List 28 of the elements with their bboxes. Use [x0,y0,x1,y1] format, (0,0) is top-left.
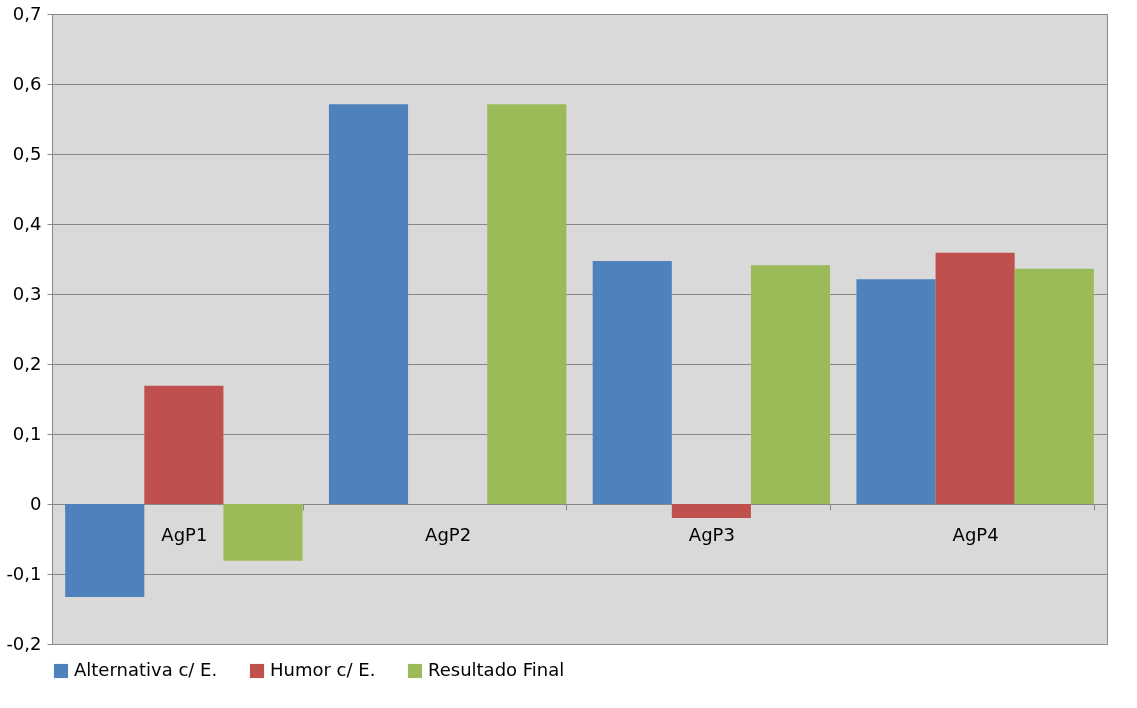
legend-label: Humor c/ E. [270,659,376,680]
bar [1014,268,1094,504]
x-tick-label: AgP4 [952,523,999,545]
y-tick-label: 0 [30,492,42,514]
x-tick-label: AgP1 [161,523,208,545]
x-tick-label: AgP3 [688,523,735,545]
bar [223,504,303,561]
y-tick-label: 0,2 [12,352,42,374]
y-tick-label: 0,6 [12,72,42,94]
bar [856,279,936,504]
legend-label: Alternativa c/ E. [74,659,218,680]
y-tick-label: 0,7 [12,2,42,24]
bar [592,261,672,504]
bar [65,504,145,598]
bar [328,104,409,504]
legend-label: Resultado Final [428,659,565,680]
y-tick-label: 0,1 [12,422,42,444]
y-tick-label: -0,1 [6,562,42,584]
y-tick-label: -0,2 [6,632,42,654]
bar [671,504,751,518]
bar [144,385,224,504]
bar [750,265,831,504]
x-tick-label: AgP2 [425,523,472,545]
y-tick-label: 0,4 [12,212,42,234]
bar [935,252,1015,504]
bar [487,104,567,504]
y-tick-label: 0,5 [12,142,42,164]
y-tick-label: 0,3 [12,282,42,304]
